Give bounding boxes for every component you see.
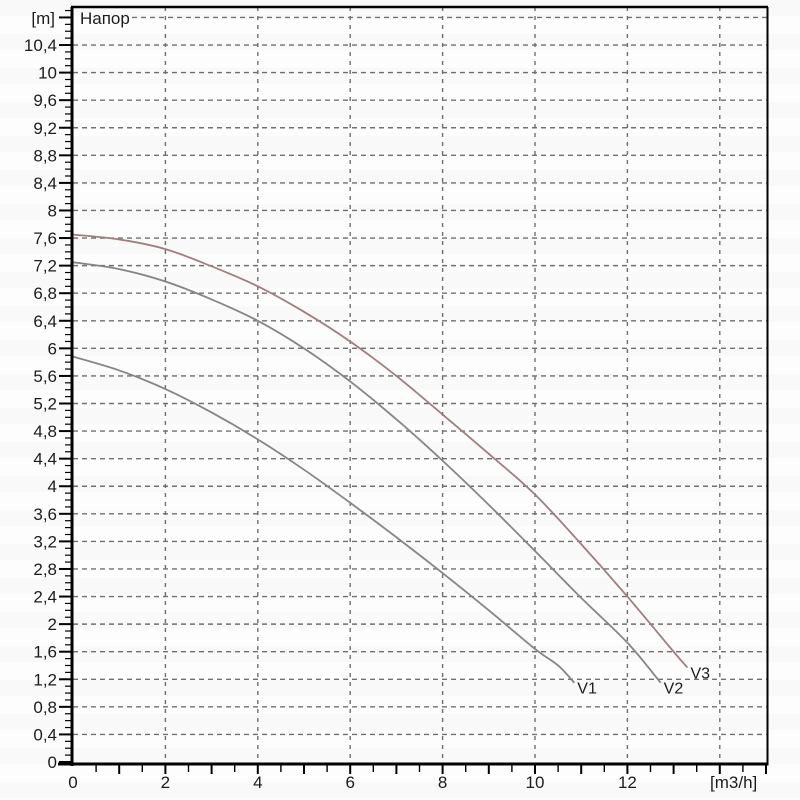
tick-labels: 0 0,4 0,8 1,2 1,6 2 2,4 2,8 3,2 3,6 4 4,4 4,8 5,2 5,6 6…: [24, 36, 637, 792]
y-tick-label: 6,4: [33, 312, 57, 331]
y-tick-label: 8,4: [33, 174, 57, 193]
y-tick-label: 9,6: [33, 91, 57, 110]
y-tick-label: 10,4: [24, 36, 57, 55]
plot-borders: [71, 5, 769, 764]
x-tick-label: 2: [161, 773, 170, 792]
y-tick-label: 3,6: [33, 505, 57, 524]
curve-v3: [72, 233, 689, 669]
y-tick-label: 0,8: [33, 698, 57, 717]
x-axis-unit-label: [m3/h]: [710, 773, 757, 792]
y-tick-label: 5,2: [33, 395, 57, 414]
y-axis-title: Напор: [80, 9, 130, 28]
y-tick-label: 0,4: [33, 725, 57, 744]
x-tick-label: 10: [526, 773, 545, 792]
y-tick-label: 6: [48, 339, 57, 358]
y-tick-label: 10: [38, 64, 57, 83]
y-tick-label: 4,8: [33, 422, 57, 441]
y-tick-label: 0: [48, 753, 57, 772]
y-tick-label: 2,8: [33, 560, 57, 579]
y-tick-label: 7,6: [33, 229, 57, 248]
pump-curves: [72, 233, 689, 684]
y-axis-unit-label: [m]: [31, 9, 55, 28]
curve-v1: [72, 355, 575, 684]
y-tick-label: 4: [48, 477, 57, 496]
y-tick-label: 2,4: [33, 588, 57, 607]
y-tick-label: 5,6: [33, 367, 57, 386]
x-tick-label: 8: [438, 773, 447, 792]
x-tick-label: 6: [345, 773, 354, 792]
y-tick-label: 7,2: [33, 257, 57, 276]
y-tick-label: 6,8: [33, 284, 57, 303]
y-tick-label: 3,2: [33, 532, 57, 551]
series-label-v1: V1: [577, 681, 597, 698]
axis-ticks: [59, 9, 767, 774]
x-tick-label: 12: [618, 773, 637, 792]
curve-v2: [72, 261, 662, 684]
y-tick-label: 1,2: [33, 670, 57, 689]
y-tick-label: 4,4: [33, 450, 57, 469]
series-label-v3: V3: [690, 666, 710, 683]
y-tick-label: 8: [48, 201, 57, 220]
x-tick-label: 4: [253, 773, 262, 792]
y-tick-label: 9,2: [33, 119, 57, 138]
y-tick-label: 2: [48, 615, 57, 634]
y-tick-label: 1,6: [33, 643, 57, 662]
series-labels: V1 V2 V3: [577, 666, 710, 698]
series-label-v2: V2: [664, 681, 684, 698]
x-tick-label: 0: [68, 773, 77, 792]
y-tick-label: 8,8: [33, 146, 57, 165]
